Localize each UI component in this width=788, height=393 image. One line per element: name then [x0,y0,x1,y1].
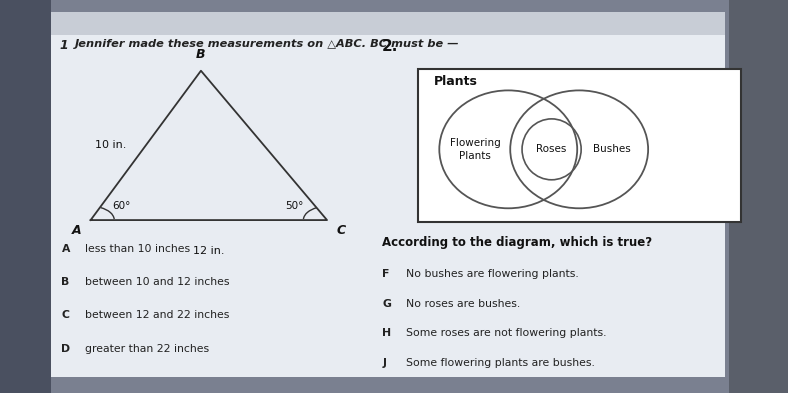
Text: greater than 22 inches: greater than 22 inches [85,344,210,354]
Text: C: C [61,310,69,320]
Text: C: C [336,224,346,237]
Text: 50°: 50° [285,202,303,211]
Text: Some flowering plants are bushes.: Some flowering plants are bushes. [406,358,595,367]
Text: Some roses are not flowering plants.: Some roses are not flowering plants. [406,328,606,338]
Text: Plants: Plants [433,75,478,88]
Text: Flowering
Plants: Flowering Plants [450,138,500,160]
Text: 2.: 2. [382,39,398,54]
FancyBboxPatch shape [418,69,741,222]
Text: Roses: Roses [537,144,567,154]
Text: Bushes: Bushes [593,144,631,154]
Text: No roses are bushes.: No roses are bushes. [406,299,520,309]
Text: 12 in.: 12 in. [193,246,225,255]
FancyBboxPatch shape [47,12,725,35]
Text: B: B [61,277,69,287]
Text: F: F [382,269,389,279]
Text: between 10 and 12 inches: between 10 and 12 inches [85,277,229,287]
Text: 60°: 60° [113,202,131,211]
Text: G: G [382,299,391,309]
Text: According to the diagram, which is true?: According to the diagram, which is true? [382,236,652,249]
Text: No bushes are flowering plants.: No bushes are flowering plants. [406,269,578,279]
FancyBboxPatch shape [729,0,788,393]
Text: H: H [382,328,392,338]
Text: Jennifer made these measurements on △ABC. BC must be —: Jennifer made these measurements on △ABC… [75,39,459,49]
Text: J: J [382,358,386,367]
Text: less than 10 inches: less than 10 inches [85,244,190,253]
FancyBboxPatch shape [47,12,725,377]
Text: A: A [72,224,81,237]
Text: 1: 1 [59,39,68,52]
Text: 10 in.: 10 in. [95,140,126,151]
Text: between 12 and 22 inches: between 12 and 22 inches [85,310,229,320]
FancyBboxPatch shape [0,0,51,393]
Text: A: A [61,244,70,253]
Text: D: D [61,344,71,354]
Text: B: B [196,48,206,61]
